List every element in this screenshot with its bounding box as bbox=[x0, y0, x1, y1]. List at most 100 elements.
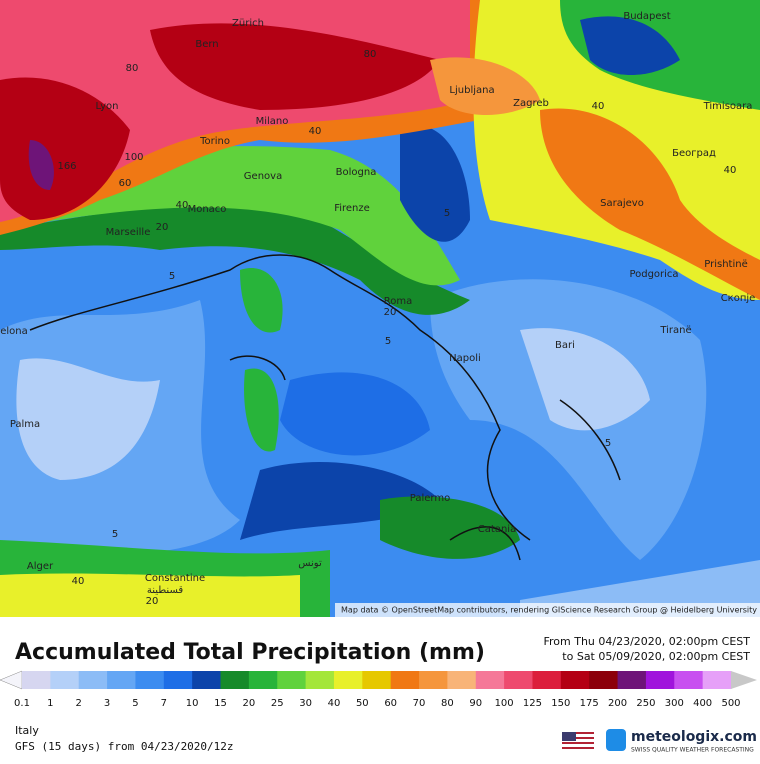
contour-label: 40 bbox=[309, 126, 322, 137]
contour-label: 80 bbox=[126, 63, 139, 74]
legend-swatch bbox=[447, 671, 477, 689]
contour-label: 20 bbox=[384, 307, 397, 318]
city-label: Podgorica bbox=[629, 269, 678, 280]
legend-swatch bbox=[674, 671, 704, 689]
legend-label: 90 bbox=[469, 698, 482, 709]
legend-swatch bbox=[532, 671, 562, 689]
legend-swatch bbox=[78, 671, 108, 689]
legend-swatch bbox=[504, 671, 533, 689]
legend-label: 200 bbox=[608, 698, 627, 709]
legend-swatch bbox=[419, 671, 448, 689]
logo-icon bbox=[606, 729, 626, 751]
title: Accumulated Total Precipitation (mm) bbox=[15, 640, 485, 665]
city-label: Prishtinë bbox=[704, 259, 747, 270]
city-label: Zürich bbox=[232, 18, 264, 29]
legend-swatch bbox=[645, 671, 675, 689]
contour-label: 20 bbox=[156, 222, 169, 233]
legend-swatch bbox=[22, 671, 51, 689]
period-from: From Thu 04/23/2020, 02:00pm CEST bbox=[543, 635, 750, 648]
legend-label: 20 bbox=[243, 698, 256, 709]
city-label: Catania bbox=[478, 524, 516, 535]
tagline: SWISS QUALITY WEATHER FORECASTING bbox=[631, 747, 754, 754]
flag bbox=[562, 732, 594, 750]
city-label: قسنطينة bbox=[147, 585, 184, 596]
legend-label: 250 bbox=[636, 698, 655, 709]
contour-label: 60 bbox=[119, 178, 132, 189]
legend-label: 5 bbox=[132, 698, 138, 709]
city-label: Београд bbox=[672, 148, 716, 159]
contour-label: 40 bbox=[592, 101, 605, 112]
legend-label: 175 bbox=[580, 698, 599, 709]
city-label: Lyon bbox=[95, 101, 118, 112]
legend: 0.1 1 2 3 5 7 10 15 20 25 30 40 50 60 70 80 90 100 125 150 1… bbox=[0, 670, 757, 709]
legend-label: 300 bbox=[665, 698, 684, 709]
legend-swatch bbox=[589, 671, 619, 689]
legend-swatch bbox=[305, 671, 335, 689]
legend-label: 50 bbox=[356, 698, 369, 709]
legend-label: 500 bbox=[721, 698, 740, 709]
period-to: to Sat 05/09/2020, 02:00pm CEST bbox=[562, 650, 750, 663]
city-label: Budapest bbox=[623, 11, 670, 22]
map: Zürich Bern Budapest Lyon Ljubljana Zagreb Tim… bbox=[0, 0, 760, 617]
model-run: GFS (15 days) from 04/23/2020/12z bbox=[15, 740, 234, 753]
contour-label: 40 bbox=[72, 576, 85, 587]
city-label: Tiranë bbox=[659, 325, 691, 336]
legend-label: 70 bbox=[413, 698, 426, 709]
legend-swatch bbox=[277, 671, 307, 689]
contour-label: 5 bbox=[605, 438, 611, 449]
legend-swatch bbox=[333, 671, 363, 689]
legend-label: 10 bbox=[186, 698, 199, 709]
city-label: Zagreb bbox=[513, 98, 549, 109]
legend-label: 80 bbox=[441, 698, 454, 709]
legend-label: 40 bbox=[328, 698, 341, 709]
legend-arrow-right bbox=[731, 671, 757, 689]
legend-swatch bbox=[702, 671, 732, 689]
contour-label: 5 bbox=[169, 271, 175, 282]
contour-label: 5 bbox=[112, 529, 118, 540]
contour-label: 5 bbox=[444, 208, 450, 219]
region: Italy bbox=[15, 724, 39, 737]
contour-label: 100 bbox=[124, 152, 143, 163]
city-label: Timisoara bbox=[703, 101, 753, 112]
legend-swatch bbox=[248, 671, 278, 689]
city-label: Roma bbox=[384, 296, 413, 307]
contour-label: 20 bbox=[146, 596, 159, 607]
legend-swatch bbox=[560, 671, 590, 689]
city-label: Sarajevo bbox=[600, 198, 644, 209]
legend-swatch bbox=[50, 671, 80, 689]
contour-label: 40 bbox=[724, 165, 737, 176]
legend-swatch bbox=[390, 671, 420, 689]
legend-swatch bbox=[192, 671, 222, 689]
legend-label: 2 bbox=[76, 698, 82, 709]
city-label: Alger bbox=[27, 561, 54, 572]
legend-swatch bbox=[107, 671, 136, 689]
legend-label: 125 bbox=[523, 698, 542, 709]
legend-swatch bbox=[617, 671, 647, 689]
legend-label: 30 bbox=[299, 698, 312, 709]
contour-label: 40 bbox=[176, 200, 189, 211]
legend-label: 60 bbox=[384, 698, 397, 709]
city-label: elona bbox=[0, 326, 28, 337]
city-label: Palermo bbox=[410, 493, 450, 504]
brand: meteologix.com bbox=[631, 729, 757, 745]
city-label: Скопје bbox=[721, 292, 756, 304]
legend-label: 100 bbox=[495, 698, 514, 709]
legend-label: 25 bbox=[271, 698, 284, 709]
legend-swatch bbox=[362, 671, 392, 689]
legend-label: 15 bbox=[214, 698, 227, 709]
contour-label: 166 bbox=[57, 161, 76, 172]
city-label: Monaco bbox=[188, 204, 227, 215]
legend-label: 400 bbox=[693, 698, 712, 709]
city-label: Genova bbox=[244, 171, 282, 182]
contour-label: 5 bbox=[385, 336, 391, 347]
legend-label: 7 bbox=[161, 698, 167, 709]
contour-label: 80 bbox=[364, 49, 377, 60]
legend-swatch bbox=[135, 671, 165, 689]
legend-swatch bbox=[220, 671, 250, 689]
city-label: Firenze bbox=[334, 203, 370, 214]
city-label: Ljubljana bbox=[449, 85, 494, 96]
city-label: Bari bbox=[555, 340, 575, 351]
city-label: Palma bbox=[10, 419, 40, 430]
legend-label: 1 bbox=[47, 698, 53, 709]
